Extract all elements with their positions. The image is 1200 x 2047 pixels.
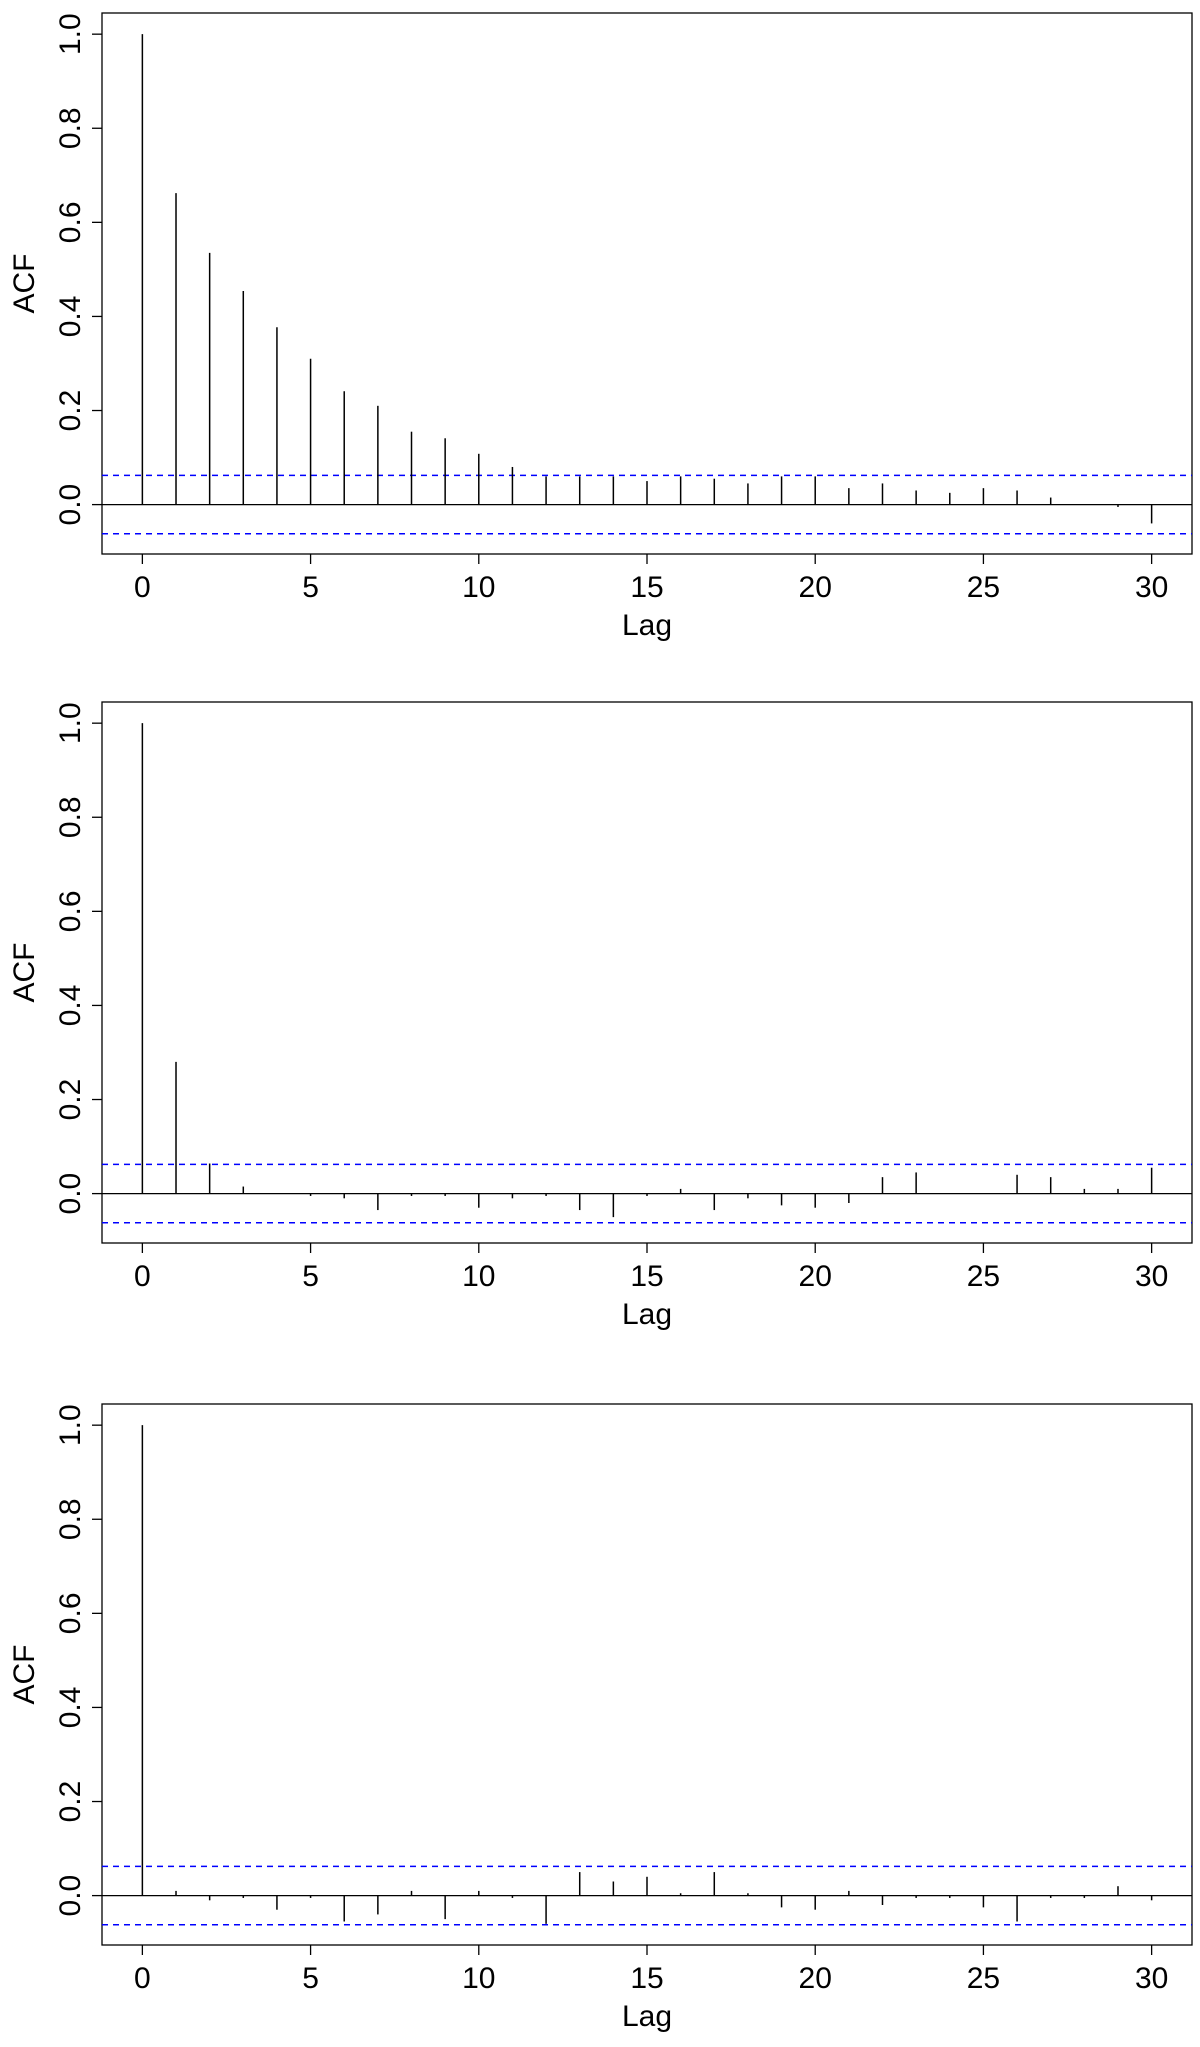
x-tick-label: 15 [630,1260,663,1293]
x-tick-label: 5 [302,1260,319,1293]
x-tick-label: 0 [134,571,151,604]
y-tick-label: 1.0 [54,13,87,55]
x-tick-label: 20 [799,1962,832,1995]
x-tick-label: 25 [967,1962,1000,1995]
x-axis-label: Lag [622,1298,672,1331]
y-tick-label: 0.4 [54,985,87,1027]
x-tick-label: 15 [630,1962,663,1995]
y-tick-label: 0.6 [54,890,87,932]
y-axis-label: ACF [8,254,41,314]
x-tick-label: 15 [630,571,663,604]
plot-frame [101,12,1193,555]
y-tick-label: 0.2 [54,1781,87,1823]
y-tick-label: 0.8 [54,796,87,838]
x-tick-label: 20 [799,571,832,604]
y-tick-label: 0.2 [54,390,87,432]
y-tick-label: 0.0 [54,1875,87,1917]
x-tick-label: 20 [799,1260,832,1293]
x-tick-label: 5 [302,571,319,604]
plot-frame [101,701,1193,1244]
y-tick-label: 0.6 [54,201,87,243]
y-tick-label: 0.6 [54,1592,87,1634]
x-tick-label: 0 [134,1260,151,1293]
y-tick-label: 0.2 [54,1079,87,1121]
x-tick-label: 25 [967,571,1000,604]
y-tick-label: 0.0 [54,484,87,526]
y-tick-label: 0.0 [54,1173,87,1215]
x-axis-label: Lag [622,609,672,642]
y-tick-label: 0.8 [54,1498,87,1540]
x-tick-label: 30 [1135,571,1168,604]
y-tick-label: 1.0 [54,1404,87,1446]
y-tick-label: 0.4 [54,1687,87,1729]
y-axis-label: ACF [8,943,41,1003]
x-tick-label: 10 [462,571,495,604]
y-axis-label: ACF [8,1645,41,1705]
x-tick-label: 30 [1135,1260,1168,1293]
y-tick-label: 0.4 [54,296,87,338]
x-tick-label: 0 [134,1962,151,1995]
x-tick-label: 25 [967,1260,1000,1293]
plot-frame [101,1403,1193,1946]
x-tick-label: 5 [302,1962,319,1995]
x-tick-label: 10 [462,1260,495,1293]
x-tick-label: 10 [462,1962,495,1995]
y-tick-label: 0.8 [54,107,87,149]
x-axis-label: Lag [622,2000,672,2033]
y-tick-label: 1.0 [54,702,87,744]
x-tick-label: 30 [1135,1962,1168,1995]
